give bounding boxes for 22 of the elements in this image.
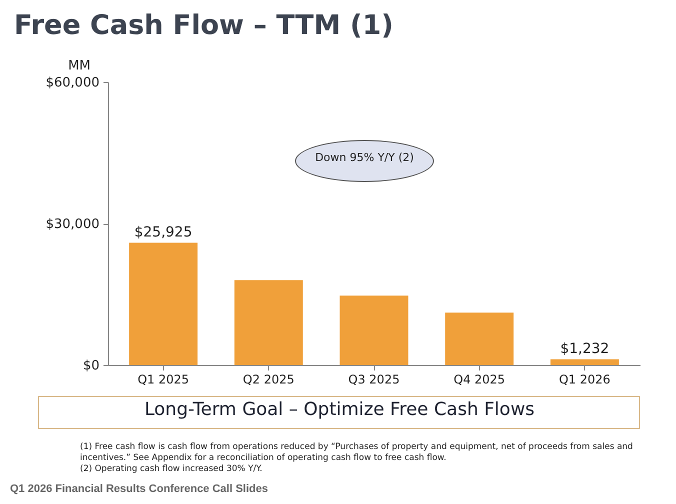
data-label: $1,232 bbox=[560, 341, 610, 358]
bar bbox=[445, 312, 514, 365]
bar bbox=[550, 359, 619, 365]
bar bbox=[340, 296, 408, 365]
x-tick-label: Q2 2025 bbox=[242, 372, 294, 386]
bar bbox=[234, 280, 303, 365]
text: (1) Free cash flow is cash flow from operations reduced by “Purchases of property and equipment, net of proceeds from sales and incentives.” See Appendix for a reconciliation of operating cash flow to free cash flow. bbox=[80, 442, 634, 464]
x-tick-label: Q4 2025 bbox=[454, 372, 506, 386]
text: Long-Term Goal – Optimize Free Cash Flows bbox=[143, 399, 536, 420]
chart-title: Free Cash Flow – TTM (1) bbox=[14, 10, 394, 41]
data-label: $25,925 bbox=[134, 224, 192, 241]
x-tick-label: Q1 2025 bbox=[138, 372, 190, 386]
annotation: Down 95% Y/Y (2) bbox=[314, 151, 415, 164]
x-tick-label: Q1 2026 bbox=[558, 372, 610, 386]
y-axis-title: MM bbox=[68, 58, 90, 74]
text: (2) Operating cash flow increased 30% Y/Y. bbox=[80, 464, 264, 474]
y-tick-label: $0 bbox=[82, 358, 100, 374]
x-tick-label: Q3 2025 bbox=[348, 372, 400, 386]
bar bbox=[129, 242, 198, 365]
y-tick-label: $60,000 bbox=[46, 76, 100, 90]
y-tick-label: $30,000 bbox=[46, 217, 100, 232]
text: Q1 2026 Financial Results Conference Call Slides bbox=[10, 483, 268, 495]
